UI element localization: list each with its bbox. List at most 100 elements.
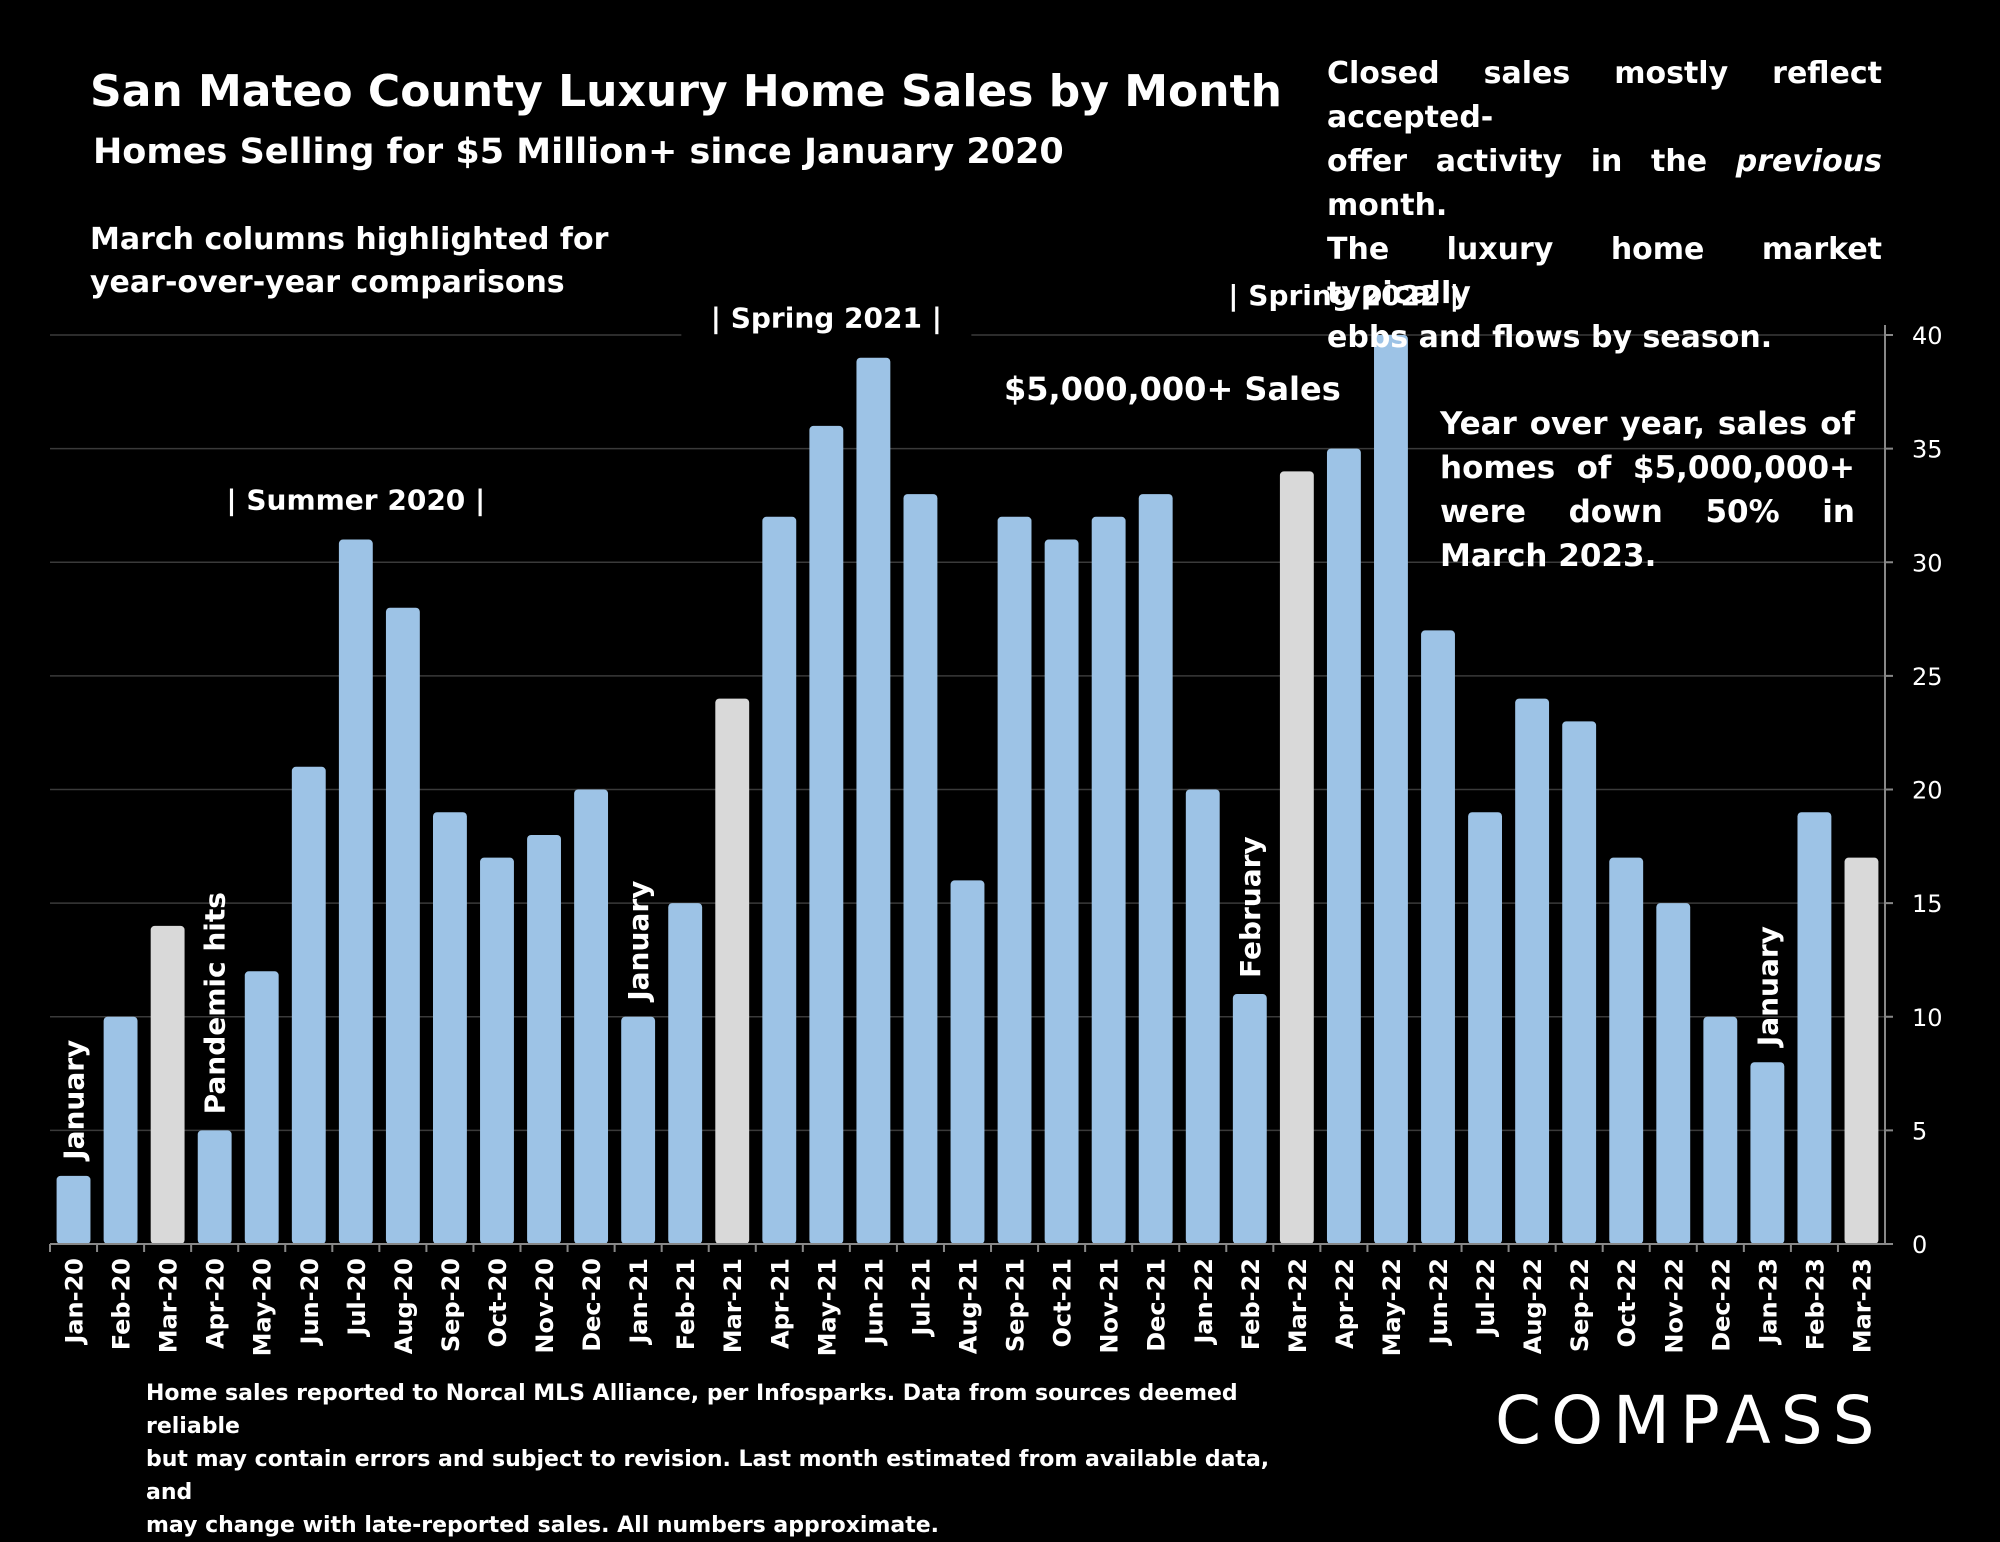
bar-aug-22: [1515, 698, 1550, 1244]
x-tick-label: Jan-20: [61, 1258, 89, 1346]
chart-page: 0 5 10 15 20 25 30 35 40 Jan-20 Feb-20 Mar-20 Apr-20…: [49, 52, 1943, 1538]
bar-jan-23: [1750, 1062, 1785, 1244]
bar-jan-22: [1185, 789, 1220, 1244]
chart-subtitle: Homes Selling for $5 Million+ since Janu…: [93, 132, 1064, 172]
bar-annotation: January: [622, 881, 655, 1003]
bar-jun-20: [291, 766, 326, 1244]
y-tick-label: 0: [1912, 1231, 1927, 1259]
x-tick-label: Jan-22: [1190, 1258, 1218, 1346]
x-tick-label: Feb-23: [1801, 1258, 1829, 1350]
closed-sales-note-text: offer activity in the: [1327, 144, 1736, 179]
y-tick-label: 20: [1912, 777, 1943, 805]
bars: [56, 335, 1879, 1245]
y-tick-label: 30: [1912, 549, 1943, 577]
period-label-backing: [1198, 271, 1489, 317]
x-tick-label: Mar-21: [719, 1258, 747, 1353]
bar-sep-22: [1562, 721, 1597, 1244]
bar-jul-22: [1468, 812, 1503, 1244]
bar-feb-20: [103, 1016, 138, 1244]
x-tick-label: Oct-20: [484, 1258, 512, 1347]
x-tick-label: Jun-22: [1425, 1258, 1453, 1346]
footnote: Home sales reported to Norcal MLS Allian…: [146, 1377, 1286, 1542]
bar-nov-21: [1091, 516, 1126, 1244]
closed-sales-note-line-4: ebbs and flows by season.: [1327, 320, 1773, 355]
bar-dec-20: [574, 789, 609, 1244]
closed-sales-note: Closed sales mostly reflect accepted- of…: [1327, 52, 1882, 360]
x-tick-label: May-21: [813, 1258, 841, 1356]
march-highlight-note-line-2: year-over-year comparisons: [90, 265, 565, 300]
bar-sep-21: [997, 516, 1032, 1244]
closed-sales-note-line-3: The luxury home market typically: [1327, 232, 1882, 311]
bar-may-22: [1374, 335, 1408, 1244]
x-tick-label: Mar-23: [1848, 1258, 1876, 1353]
x-tick-label: Apr-22: [1331, 1258, 1359, 1349]
x-tick-label: Jul-20: [343, 1258, 371, 1338]
bar-dec-22: [1703, 1016, 1738, 1244]
march-highlight-note-line-1: March columns highlighted for: [90, 222, 609, 257]
x-tick-label: Sep-20: [437, 1258, 465, 1352]
bar-feb-23: [1797, 812, 1832, 1244]
bar-nov-22: [1656, 903, 1691, 1244]
bar-annotation: January: [1751, 926, 1784, 1048]
labels: January Pandemic hits January February Janua…: [58, 271, 1784, 1162]
bar-jan-21: [621, 1016, 656, 1244]
x-tick-label: Aug-21: [955, 1258, 983, 1354]
footnote-line-2: but may contain errors and subject to re…: [146, 1447, 1270, 1505]
bar-annotation: January: [58, 1040, 91, 1162]
closed-sales-note-italic: previous: [1735, 144, 1882, 179]
x-tick-label: Jul-21: [907, 1258, 935, 1338]
bar-apr-21: [762, 516, 797, 1244]
bar-dec-21: [1138, 494, 1173, 1244]
x-tick-label: Mar-20: [155, 1258, 183, 1353]
bar-oct-20: [480, 857, 514, 1244]
x-tick-label: Jun-20: [296, 1258, 324, 1346]
x-tick-label: Sep-22: [1566, 1258, 1594, 1352]
x-tick-label: Nov-20: [531, 1258, 559, 1354]
bar-mar-21: [715, 698, 750, 1244]
bar-aug-21: [950, 880, 985, 1244]
x-tick-label: Apr-21: [766, 1258, 794, 1349]
period-label: | Summer 2020 |: [226, 484, 485, 517]
x-tick-label: Oct-22: [1613, 1258, 1641, 1347]
bar-nov-20: [527, 834, 561, 1244]
closed-sales-note-line-2: offer activity in the previous month.: [1327, 140, 1882, 228]
period-label: | Spring 2021 |: [711, 302, 942, 335]
y-tick-label: 40: [1912, 322, 1943, 350]
x-tick-label: Feb-20: [108, 1258, 136, 1350]
series-label: $5,000,000+ Sales: [1004, 370, 1341, 408]
x-tick-label: Feb-21: [672, 1258, 700, 1350]
compass-logo: COMPASS: [1495, 1382, 1885, 1459]
bar-jun-21: [856, 357, 891, 1245]
closed-sales-note-line-1: Closed sales mostly reflect accepted-: [1327, 56, 1882, 135]
bar-oct-22: [1609, 857, 1644, 1244]
bar-may-21: [809, 425, 844, 1244]
x-tick-label: Apr-20: [202, 1258, 230, 1349]
bar-annotation: Pandemic hits: [199, 892, 232, 1114]
y-tick-label: 5: [1912, 1117, 1927, 1145]
x-tick-label: Jul-22: [1472, 1258, 1500, 1338]
x-tick-label: Nov-21: [1096, 1258, 1124, 1354]
bar-may-20: [244, 971, 279, 1244]
y-tick-label: 25: [1912, 663, 1943, 691]
yoy-note: Year over year, sales of homes of $5,000…: [1440, 406, 1855, 574]
period-label-backing: [210, 475, 501, 522]
bar-chart: 0 5 10 15 20 25 30 35 40 Jan-20 Feb-20 Mar-20 Apr-20…: [49, 271, 1943, 1357]
x-tick-label: May-22: [1378, 1258, 1406, 1356]
x-tick-label: Jan-21: [625, 1258, 653, 1346]
x-tick-label: Aug-22: [1519, 1258, 1547, 1354]
bar-sep-20: [432, 812, 467, 1244]
period-label-backing: [681, 293, 972, 340]
period-label: | Spring 2022 |: [1228, 279, 1459, 312]
x-tick-label: Dec-20: [578, 1258, 606, 1352]
x-tick-label: Oct-21: [1049, 1258, 1077, 1347]
bar-mar-23: [1844, 857, 1879, 1244]
x-tick-label: Jun-21: [860, 1258, 888, 1346]
bar-oct-21: [1044, 539, 1079, 1244]
x-tick-label: Aug-20: [390, 1258, 418, 1354]
x-tick-label: Jan-23: [1754, 1258, 1782, 1346]
bar-jul-20: [338, 539, 373, 1244]
bar-apr-22: [1326, 448, 1361, 1244]
bar-mar-20: [150, 925, 185, 1244]
x-tick-label: Sep-21: [1002, 1258, 1030, 1352]
bar-mar-22: [1279, 471, 1314, 1245]
